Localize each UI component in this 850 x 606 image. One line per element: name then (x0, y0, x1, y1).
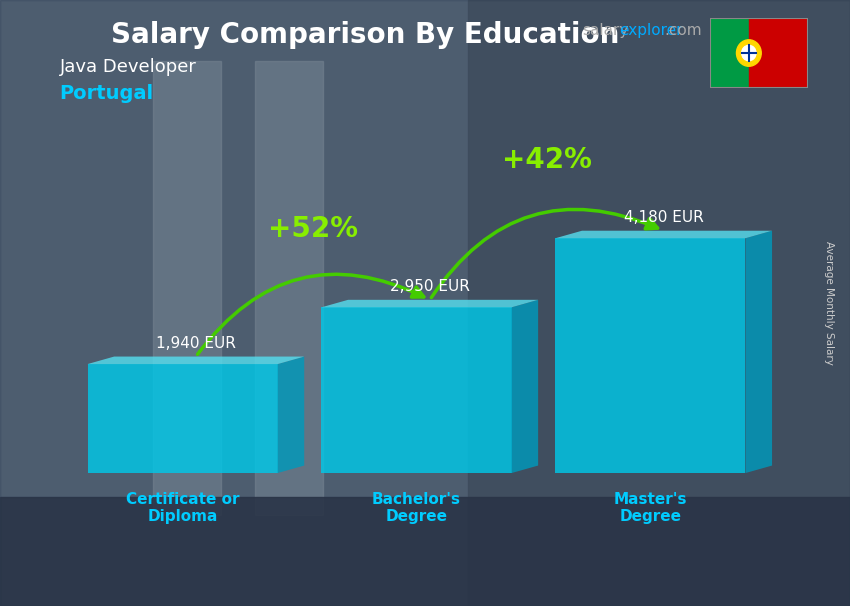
Text: Master's
Degree: Master's Degree (614, 492, 687, 524)
Text: Bachelor's
Degree: Bachelor's Degree (372, 492, 461, 524)
Text: Java Developer: Java Developer (60, 58, 196, 76)
Bar (153, 61, 221, 515)
Polygon shape (321, 307, 512, 473)
Polygon shape (555, 231, 772, 238)
Bar (0, 497, 850, 606)
Polygon shape (88, 356, 304, 364)
Text: Portugal: Portugal (60, 84, 154, 102)
Bar (255, 61, 323, 515)
Text: 4,180 EUR: 4,180 EUR (624, 210, 704, 225)
Bar (749, 18, 808, 88)
Bar (0, 0, 128, 606)
Polygon shape (321, 300, 538, 307)
Text: +42%: +42% (502, 146, 592, 175)
Text: Average Monthly Salary: Average Monthly Salary (824, 241, 834, 365)
Text: 1,940 EUR: 1,940 EUR (156, 336, 235, 351)
Polygon shape (278, 356, 304, 473)
Text: 2,950 EUR: 2,950 EUR (390, 279, 470, 294)
Bar (710, 18, 749, 88)
Circle shape (736, 40, 762, 66)
Text: .com: .com (665, 23, 702, 38)
Polygon shape (88, 364, 278, 473)
Text: explorer: explorer (619, 23, 683, 38)
Bar (128, 0, 595, 485)
Text: Salary Comparison By Education: Salary Comparison By Education (111, 21, 620, 49)
Text: +52%: +52% (268, 215, 358, 244)
Polygon shape (745, 231, 772, 473)
FancyArrowPatch shape (197, 275, 424, 355)
FancyArrowPatch shape (431, 209, 658, 298)
Polygon shape (555, 238, 745, 473)
Circle shape (742, 45, 756, 61)
Text: salary: salary (582, 23, 629, 38)
Text: Certificate or
Diploma: Certificate or Diploma (126, 492, 240, 524)
Polygon shape (512, 300, 538, 473)
Bar (468, 0, 850, 606)
